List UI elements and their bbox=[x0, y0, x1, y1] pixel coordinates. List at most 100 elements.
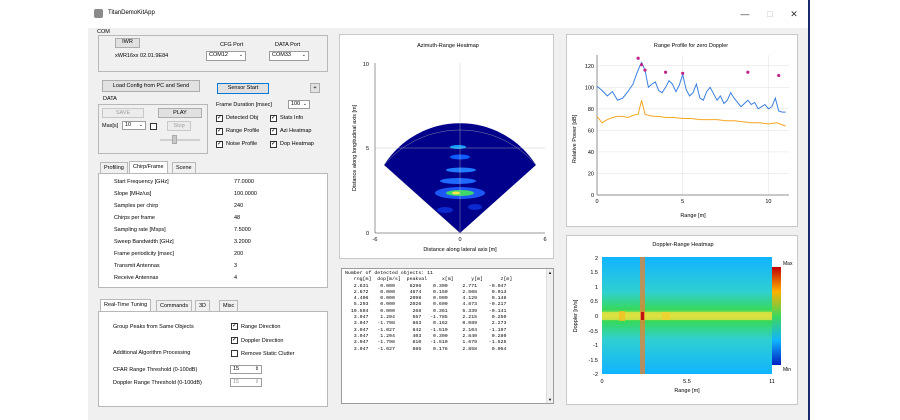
doppler-xtick: 5.5 bbox=[683, 379, 691, 385]
doppler-warm-spot bbox=[619, 311, 625, 321]
doppler-ylabel: Doppler [m/s] bbox=[573, 299, 579, 332]
azi-heatmap-label: Azi Heatmap bbox=[280, 128, 312, 134]
cfg-value: 3 bbox=[234, 263, 237, 269]
cfg-port-select[interactable]: COM12 ⌄ bbox=[206, 51, 246, 61]
range-ylabel: Relative Power [dB] bbox=[572, 114, 578, 163]
heat-blob bbox=[450, 145, 466, 149]
cfg-port-label: CFG Port bbox=[220, 42, 243, 48]
stats-info-checkbox[interactable]: ✓ bbox=[270, 115, 277, 122]
heat-blob bbox=[468, 204, 482, 210]
doppler-plot-title: Doppler-Range Heatmap bbox=[652, 242, 713, 248]
range-series-line-1 bbox=[597, 100, 786, 126]
colorbar-max-label: Max bbox=[783, 261, 793, 267]
cfg-name: Sampling rate [Msps] bbox=[114, 227, 166, 233]
azimuth-xtick: -6 bbox=[373, 237, 378, 243]
azimuth-heatmap-area bbox=[375, 63, 545, 233]
dop-heatmap-checkbox[interactable]: ✓ bbox=[270, 141, 277, 148]
close-button[interactable]: ✕ bbox=[787, 7, 801, 21]
doppler-warm-spot bbox=[662, 312, 670, 320]
additional-processing-label: Additional Algorithm Processing bbox=[113, 350, 190, 356]
range-ytick: 80 bbox=[588, 107, 594, 113]
heat-blob bbox=[446, 168, 476, 173]
range-plot-title: Range Profile for zero Doppler bbox=[654, 43, 728, 49]
scroll-up-icon[interactable]: ▲ bbox=[548, 270, 552, 275]
chevron-down-icon: ⌄ bbox=[303, 101, 307, 107]
range-peak-marker bbox=[640, 63, 643, 66]
cfar-range-label: CFAR Range Threshold (0-100dB) bbox=[113, 367, 197, 373]
tab-chirp-frame[interactable]: Chirp/Frame bbox=[129, 161, 168, 173]
tab-profiling[interactable]: Profiling bbox=[100, 162, 128, 173]
max-checkbox[interactable] bbox=[150, 123, 157, 130]
playback-slider-handle[interactable] bbox=[172, 135, 177, 144]
scroll-down-icon[interactable]: ▼ bbox=[548, 397, 552, 402]
frame-duration-select[interactable]: 100 ⌄ bbox=[288, 100, 310, 109]
cfg-value: 4 bbox=[234, 275, 237, 281]
doppler-ytick: 0.5 bbox=[590, 299, 598, 305]
range-peak-marker bbox=[777, 74, 780, 77]
cfg-name: Start Frequency [GHz] bbox=[114, 179, 169, 185]
detected-objects-textbox[interactable]: Number of detected objects: 11 rng[m] do… bbox=[341, 268, 554, 404]
azimuth-ytick: 0 bbox=[366, 231, 369, 237]
heat-blob bbox=[440, 178, 476, 184]
detected-obj-checkbox[interactable]: ✓ bbox=[216, 115, 223, 122]
doppler-ytick: 0 bbox=[595, 314, 598, 320]
heat-blob bbox=[437, 207, 453, 213]
cfar-doppler-input[interactable]: 15 ⇕ bbox=[230, 378, 262, 387]
azimuth-ytick: 5 bbox=[366, 146, 369, 152]
doppler-xtick: 11 bbox=[769, 379, 775, 385]
doppler-zero-band bbox=[602, 312, 772, 320]
doppler-xtick: 0 bbox=[600, 379, 603, 385]
detected-obj-label: Detected Obj bbox=[226, 115, 258, 121]
cfg-name: Sweep Bandwidth [GHz] bbox=[114, 239, 174, 245]
doppler-direction-checkbox[interactable]: ✓ bbox=[231, 337, 238, 344]
doppler-ytick: -2 bbox=[593, 372, 598, 378]
cfg-name: Receive Antennas bbox=[114, 275, 158, 281]
azimuth-range-svg: Azimuth-Range Heatmap 0 5 bbox=[340, 35, 555, 260]
stop-button[interactable]: Stop bbox=[167, 121, 191, 131]
save-button[interactable]: SAVE bbox=[102, 108, 144, 118]
tab-real-time-tuning[interactable]: Real-Time Tuning bbox=[100, 299, 151, 311]
azimuth-xtick: 0 bbox=[458, 237, 461, 243]
range-peak-marker bbox=[681, 72, 684, 75]
azi-heatmap-checkbox[interactable]: ✓ bbox=[270, 128, 277, 135]
range-direction-checkbox[interactable]: ✓ bbox=[231, 323, 238, 330]
cfg-value: 7.5000 bbox=[234, 227, 251, 233]
range-profile-label: Range Profile bbox=[226, 128, 259, 134]
range-ytick: 100 bbox=[585, 85, 594, 91]
plus-button[interactable]: + bbox=[310, 83, 320, 93]
playback-slider-track[interactable] bbox=[160, 139, 200, 141]
tab-misc[interactable]: Misc bbox=[219, 300, 238, 311]
remove-clutter-checkbox[interactable] bbox=[231, 350, 238, 357]
play-button[interactable]: PLAY bbox=[158, 108, 202, 118]
cfg-value: 3.2000 bbox=[234, 239, 251, 245]
doppler-ytick: -0.5 bbox=[589, 329, 598, 335]
stats-info-label: Stats Info bbox=[280, 115, 303, 121]
range-peak-marker bbox=[643, 68, 646, 71]
tab-3d[interactable]: 3D bbox=[195, 300, 210, 311]
app-window: TitanDemoKitApp — □ ✕ COM IWR xWR16xx 02… bbox=[88, 0, 810, 420]
spinner-icon[interactable]: ⇕ bbox=[255, 379, 259, 385]
detected-objects-scrollbar[interactable]: ▲ ▼ bbox=[546, 269, 553, 403]
azimuth-ytick: 10 bbox=[363, 62, 369, 68]
load-config-button[interactable]: Load Config from PC and Send bbox=[102, 80, 200, 92]
device-button[interactable]: IWR bbox=[115, 38, 140, 48]
tab-scene[interactable]: Scene bbox=[172, 162, 196, 173]
data-port-select[interactable]: COM33 ⌄ bbox=[269, 51, 309, 61]
range-profile-plot: Range Profile for zero Doppler Range [m]… bbox=[566, 34, 798, 227]
sensor-start-button[interactable]: Sensor Start bbox=[217, 83, 269, 94]
tab-commands[interactable]: Commands bbox=[156, 300, 192, 311]
doppler-hot-spot bbox=[641, 312, 644, 320]
minimize-button[interactable]: — bbox=[738, 7, 752, 21]
app-icon bbox=[94, 9, 103, 18]
doppler-ytick: -1 bbox=[593, 343, 598, 349]
max-select[interactable]: 10 ⌄ bbox=[122, 121, 146, 130]
cfg-value: 100.0000 bbox=[234, 191, 257, 197]
range-xlabel: Range [m] bbox=[680, 213, 706, 219]
cfar-range-input[interactable]: 15 ⇕ bbox=[230, 365, 262, 374]
spinner-icon[interactable]: ⇕ bbox=[255, 366, 259, 372]
range-ytick: 120 bbox=[585, 64, 594, 70]
range-xtick: 0 bbox=[595, 199, 598, 205]
noise-profile-checkbox[interactable]: ✓ bbox=[216, 141, 223, 148]
range-profile-checkbox[interactable]: ✓ bbox=[216, 128, 223, 135]
maximize-button[interactable]: □ bbox=[763, 7, 777, 21]
